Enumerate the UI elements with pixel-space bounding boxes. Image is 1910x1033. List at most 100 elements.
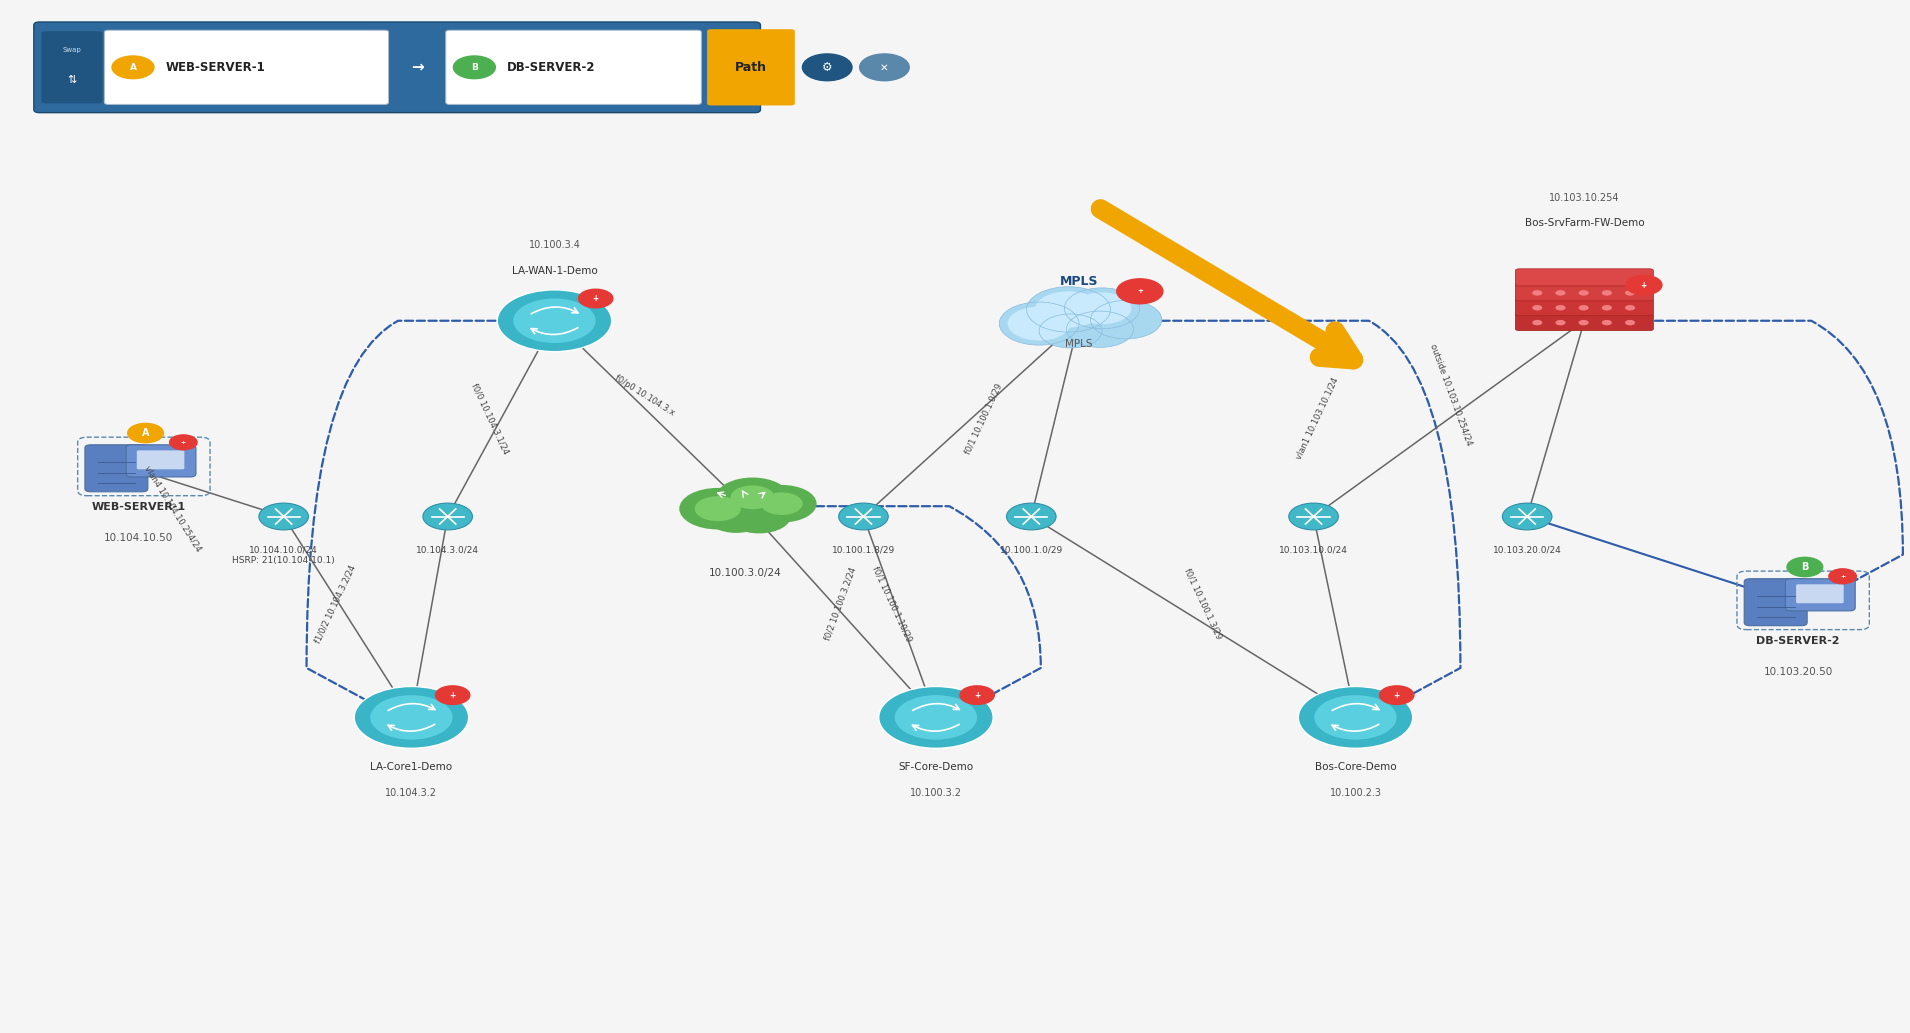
Text: 10.103.20.50: 10.103.20.50	[1763, 666, 1832, 677]
Text: Bos-Core-Demo: Bos-Core-Demo	[1314, 762, 1396, 773]
Circle shape	[760, 493, 802, 515]
Text: DB-SERVER-2: DB-SERVER-2	[506, 61, 596, 73]
Text: A: A	[141, 428, 149, 438]
FancyBboxPatch shape	[42, 31, 103, 103]
Text: f0/1 10.100.1.0/29: f0/1 10.100.1.0/29	[963, 382, 1005, 456]
Circle shape	[1064, 288, 1140, 328]
FancyBboxPatch shape	[707, 29, 795, 105]
Circle shape	[1578, 290, 1589, 295]
Circle shape	[1602, 305, 1612, 311]
Circle shape	[838, 503, 888, 530]
Text: B: B	[1801, 562, 1809, 572]
Circle shape	[1532, 275, 1543, 281]
Text: SF-Core-Demo: SF-Core-Demo	[898, 762, 974, 773]
Circle shape	[1602, 275, 1612, 281]
FancyBboxPatch shape	[34, 22, 760, 113]
Circle shape	[961, 686, 995, 705]
Circle shape	[514, 299, 596, 343]
FancyBboxPatch shape	[1515, 284, 1654, 301]
Circle shape	[170, 435, 197, 449]
Text: 10.104.3.0/24: 10.104.3.0/24	[416, 545, 479, 555]
Circle shape	[707, 501, 766, 533]
Text: B: B	[472, 63, 478, 72]
Circle shape	[1625, 290, 1635, 295]
Text: outside 10.103.10.254/24: outside 10.103.10.254/24	[1429, 343, 1473, 447]
Text: ⚙: ⚙	[821, 61, 833, 73]
Circle shape	[1039, 314, 1102, 348]
Circle shape	[894, 695, 978, 740]
Text: +: +	[1641, 281, 1646, 289]
Circle shape	[353, 687, 468, 748]
Circle shape	[716, 477, 789, 518]
Text: ✕: ✕	[881, 62, 888, 72]
Text: LA-WAN-1-Demo: LA-WAN-1-Demo	[512, 265, 598, 276]
FancyBboxPatch shape	[445, 30, 701, 104]
Circle shape	[1625, 305, 1635, 311]
Circle shape	[1532, 305, 1543, 311]
Circle shape	[730, 486, 774, 509]
Text: 10.100.1.8/29: 10.100.1.8/29	[833, 545, 896, 555]
Text: Bos-SrvFarm-FW-Demo: Bos-SrvFarm-FW-Demo	[1524, 218, 1645, 228]
Circle shape	[435, 686, 470, 705]
Text: 10.103.20.0/24: 10.103.20.0/24	[1494, 545, 1562, 555]
Text: WEB-SERVER-1: WEB-SERVER-1	[166, 61, 265, 73]
Circle shape	[1830, 569, 1857, 584]
FancyBboxPatch shape	[105, 30, 388, 104]
Text: WEB-SERVER-1: WEB-SERVER-1	[92, 502, 185, 511]
Circle shape	[1007, 503, 1056, 530]
Circle shape	[497, 290, 611, 351]
Text: +: +	[592, 294, 600, 303]
Text: +: +	[449, 691, 456, 699]
Circle shape	[1035, 291, 1102, 327]
Circle shape	[1555, 320, 1566, 325]
Circle shape	[802, 54, 852, 81]
Text: vlan4 10.104.10.254/24: vlan4 10.104.10.254/24	[143, 464, 202, 553]
Circle shape	[695, 496, 741, 521]
Text: 10.104.10.0/24
HSRP: 21(10.104.10.1): 10.104.10.0/24 HSRP: 21(10.104.10.1)	[233, 545, 334, 565]
Circle shape	[1625, 320, 1635, 325]
Text: +: +	[1839, 573, 1845, 578]
Circle shape	[1578, 305, 1589, 311]
Circle shape	[1026, 287, 1110, 332]
Circle shape	[1578, 275, 1589, 281]
FancyBboxPatch shape	[1795, 585, 1843, 603]
Text: MPLS: MPLS	[1060, 275, 1098, 288]
Circle shape	[371, 695, 453, 740]
Text: +: +	[181, 440, 185, 445]
Circle shape	[260, 503, 308, 530]
Circle shape	[728, 499, 791, 533]
Circle shape	[879, 687, 993, 748]
Circle shape	[453, 56, 495, 79]
Text: +: +	[1394, 691, 1400, 699]
Circle shape	[1578, 320, 1589, 325]
FancyBboxPatch shape	[1515, 299, 1654, 316]
Text: f0/p0 10.104.3.x: f0/p0 10.104.3.x	[613, 373, 676, 417]
Circle shape	[1532, 290, 1543, 295]
Circle shape	[1625, 275, 1662, 294]
Circle shape	[1625, 275, 1635, 281]
Text: +: +	[974, 691, 980, 699]
Text: →: →	[411, 60, 424, 74]
Circle shape	[999, 302, 1079, 345]
Circle shape	[113, 56, 155, 79]
Text: f0/1 10.100.1.3/29: f0/1 10.100.1.3/29	[1182, 567, 1222, 640]
FancyBboxPatch shape	[138, 450, 185, 469]
Circle shape	[1073, 292, 1131, 324]
Circle shape	[747, 484, 817, 523]
Circle shape	[1503, 503, 1553, 530]
Text: 10.104.10.50: 10.104.10.50	[103, 533, 174, 542]
Text: f0/0 10.104.3.1/24: f0/0 10.104.3.1/24	[470, 382, 510, 456]
Text: ⇅: ⇅	[67, 75, 76, 85]
Circle shape	[860, 54, 909, 81]
Circle shape	[680, 488, 756, 530]
Circle shape	[1289, 503, 1339, 530]
FancyBboxPatch shape	[1515, 313, 1654, 331]
Text: LA-Core1-Demo: LA-Core1-Demo	[371, 762, 453, 773]
FancyBboxPatch shape	[1744, 578, 1807, 626]
Circle shape	[1299, 687, 1413, 748]
Text: 10.104.3.2: 10.104.3.2	[386, 788, 437, 797]
Circle shape	[1602, 290, 1612, 295]
Text: f1/0/2 10.104.3.2/24: f1/0/2 10.104.3.2/24	[313, 564, 357, 645]
Text: 10.100.2.3: 10.100.2.3	[1329, 788, 1381, 797]
Text: 10.100.3.2: 10.100.3.2	[909, 788, 963, 797]
